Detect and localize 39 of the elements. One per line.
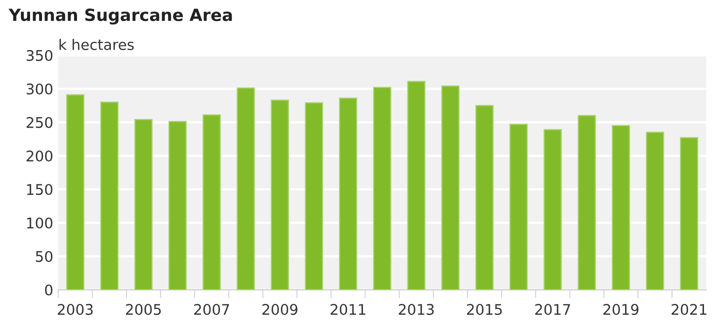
y-tick-label: 300 [26,83,52,95]
bar [202,114,221,290]
x-tick-label: 2005 [126,304,161,315]
x-tick-label: 2013 [398,304,434,315]
bar [304,102,324,290]
x-tick-label: 2021 [672,304,706,315]
x-tick-label: 2009 [262,304,298,315]
bar [475,104,494,290]
x-tick-label: 2017 [535,304,570,315]
bar [66,94,84,290]
x-tick-label: 2007 [194,304,230,315]
bar [612,125,630,290]
x-tick-label: 2011 [330,304,366,315]
bar [680,137,698,290]
bar [578,115,596,290]
bar [236,88,255,290]
bar [168,121,187,290]
y-tick-label: 150 [27,184,52,196]
bar [339,98,358,290]
bar [544,129,562,290]
y-axis-title: k hectares [60,38,134,50]
x-tick-label: 2015 [467,304,502,315]
bar [646,132,664,290]
bar [100,102,118,290]
y-tick-label: 50 [36,250,52,262]
y-tick-label: 350 [26,50,52,62]
y-tick-label: 200 [26,150,52,162]
y-tick-label: 0 [45,284,52,296]
y-tick-label: 100 [27,217,52,229]
bar [441,86,460,290]
bar [270,100,289,290]
bar [373,86,392,290]
x-tick-label: 2003 [58,304,93,315]
bar [134,119,153,290]
chart-title: Yunnan Sugarcane Area [8,8,232,25]
x-tick-label: 2019 [603,304,638,315]
y-tick-label: 250 [26,116,52,128]
bar [510,124,528,290]
bar [407,80,426,290]
